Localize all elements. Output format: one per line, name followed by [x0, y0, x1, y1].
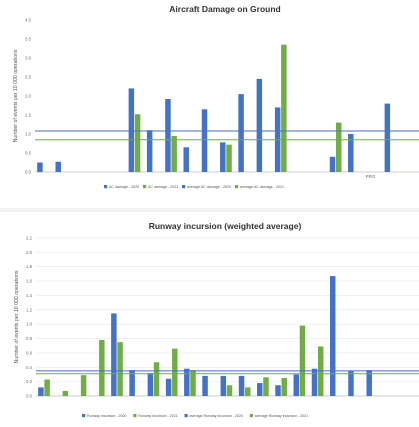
bar-runway-incursion-2020	[166, 379, 171, 396]
legend-label: average Runway incursion - 2021	[255, 414, 309, 418]
bar-runway-incursion-2021	[172, 349, 177, 396]
bar-ac-damage-2020	[257, 79, 262, 172]
bar-runway-incursion-2021	[300, 326, 305, 396]
y-axis-label: Number of events per 10 000 operations	[13, 49, 19, 142]
bar-runway-incursion-2020	[312, 369, 317, 396]
y-tick-label: 1.0	[25, 132, 31, 137]
bar-runway-incursion-2021	[281, 378, 286, 396]
y-tick-label: 1.2	[26, 307, 32, 312]
legend-swatch	[235, 185, 238, 188]
aircraft-damage-chart: Aircraft Damage on Ground Number of event…	[0, 0, 419, 205]
bar-ac-damage-2020	[202, 109, 207, 172]
bar-ac-damage-2021	[226, 145, 231, 172]
runway-incursion-chart: Runway incursion (weighted average) Numbe…	[0, 218, 419, 427]
y-tick-label: 3.5	[25, 37, 31, 42]
annotation-label: PRG	[366, 174, 376, 179]
legend-swatch	[250, 414, 253, 417]
legend-label: Runway incursion - 2020	[87, 414, 127, 418]
bar-runway-incursion-2020	[348, 371, 353, 396]
y-tick-label: 2.5	[25, 75, 31, 80]
bar-ac-damage-2020	[385, 104, 390, 172]
bar-runway-incursion-2021	[154, 362, 159, 396]
bar-runway-incursion-2020	[330, 276, 335, 396]
bar-runway-incursion-2020	[202, 376, 207, 396]
bar-runway-incursion-2021	[245, 387, 250, 396]
bar-runway-incursion-2020	[111, 313, 116, 396]
y-tick-label: 0.0	[26, 394, 32, 399]
bar-ac-damage-2021	[171, 136, 176, 172]
aircraft-damage-chart-panel: Aircraft Damage on Ground Number of event…	[0, 0, 419, 205]
bar-runway-incursion-2020	[38, 387, 43, 396]
bar-ac-damage-2020	[165, 99, 170, 172]
y-tick-label: 0.6	[26, 350, 32, 355]
legend-label: AC damage - 2020	[109, 185, 139, 189]
y-tick-label: 2.0	[26, 250, 32, 255]
bar-runway-incursion-2020	[275, 385, 280, 396]
legend-label: average AC damage - 2020	[187, 185, 231, 189]
bar-runway-incursion-2021	[227, 385, 232, 396]
y-tick-label: 1.8	[26, 264, 32, 269]
bar-runway-incursion-2021	[63, 391, 68, 396]
y-tick-label: 0.5	[25, 151, 31, 156]
y-tick-label: 0.4	[26, 365, 32, 370]
bar-ac-damage-2020	[238, 94, 243, 172]
bar-ac-damage-2020	[220, 142, 225, 172]
legend-label: average Runway incursion - 2020	[190, 414, 244, 418]
legend-swatch	[104, 185, 107, 188]
bar-runway-incursion-2021	[44, 379, 49, 396]
runway-incursion-chart-panel: Runway incursion (weighted average) Numbe…	[0, 218, 419, 427]
y-tick-label: 0.0	[25, 170, 31, 175]
bar-ac-damage-2020	[183, 147, 188, 172]
bar-runway-incursion-2021	[81, 375, 86, 396]
bar-runway-incursion-2021	[263, 377, 268, 396]
y-axis-label: Number of events per 10 000 operations	[14, 270, 20, 363]
bar-ac-damage-2021	[135, 114, 140, 172]
y-tick-label: 1.6	[26, 279, 32, 284]
legend-label: average AC damage - 2021	[240, 185, 284, 189]
legend-swatch	[133, 414, 136, 417]
y-tick-label: 1.5	[25, 113, 31, 118]
bar-runway-incursion-2020	[221, 376, 226, 396]
legend-swatch	[182, 185, 185, 188]
bar-ac-damage-2020	[147, 130, 152, 172]
bar-ac-damage-2021	[281, 45, 286, 172]
y-tick-label: 0.2	[26, 379, 32, 384]
bar-runway-incursion-2020	[239, 376, 244, 396]
bar-ac-damage-2020	[129, 88, 134, 172]
y-tick-label: 3.0	[25, 56, 31, 61]
y-tick-label: 2.0	[25, 94, 31, 99]
bar-ac-damage-2020	[330, 157, 335, 172]
y-tick-label: 0.8	[26, 336, 32, 341]
bar-runway-incursion-2020	[257, 383, 262, 396]
bar-runway-incursion-2021	[117, 342, 122, 396]
chart-title: Aircraft Damage on Ground	[169, 4, 280, 14]
bar-runway-incursion-2021	[99, 340, 104, 396]
legend-swatch	[143, 185, 146, 188]
bar-runway-incursion-2020	[148, 373, 153, 396]
legend-swatch	[185, 414, 188, 417]
bar-ac-damage-2020	[37, 163, 42, 173]
legend-label: AC damage - 2021	[148, 185, 178, 189]
y-tick-label: 1.0	[26, 322, 32, 327]
panel-divider	[0, 208, 419, 212]
bar-runway-incursion-2020	[294, 374, 299, 396]
legend-label: Runway incursion - 2021	[138, 414, 178, 418]
bar-runway-incursion-2020	[184, 369, 189, 396]
bar-ac-damage-2021	[336, 123, 341, 172]
bar-ac-damage-2020	[55, 162, 60, 172]
y-tick-label: 2.2	[26, 236, 32, 241]
y-tick-label: 4.0	[25, 18, 31, 23]
y-tick-label: 1.4	[26, 293, 32, 298]
legend-swatch	[82, 414, 85, 417]
chart-title: Runway incursion (weighted average)	[149, 221, 302, 231]
